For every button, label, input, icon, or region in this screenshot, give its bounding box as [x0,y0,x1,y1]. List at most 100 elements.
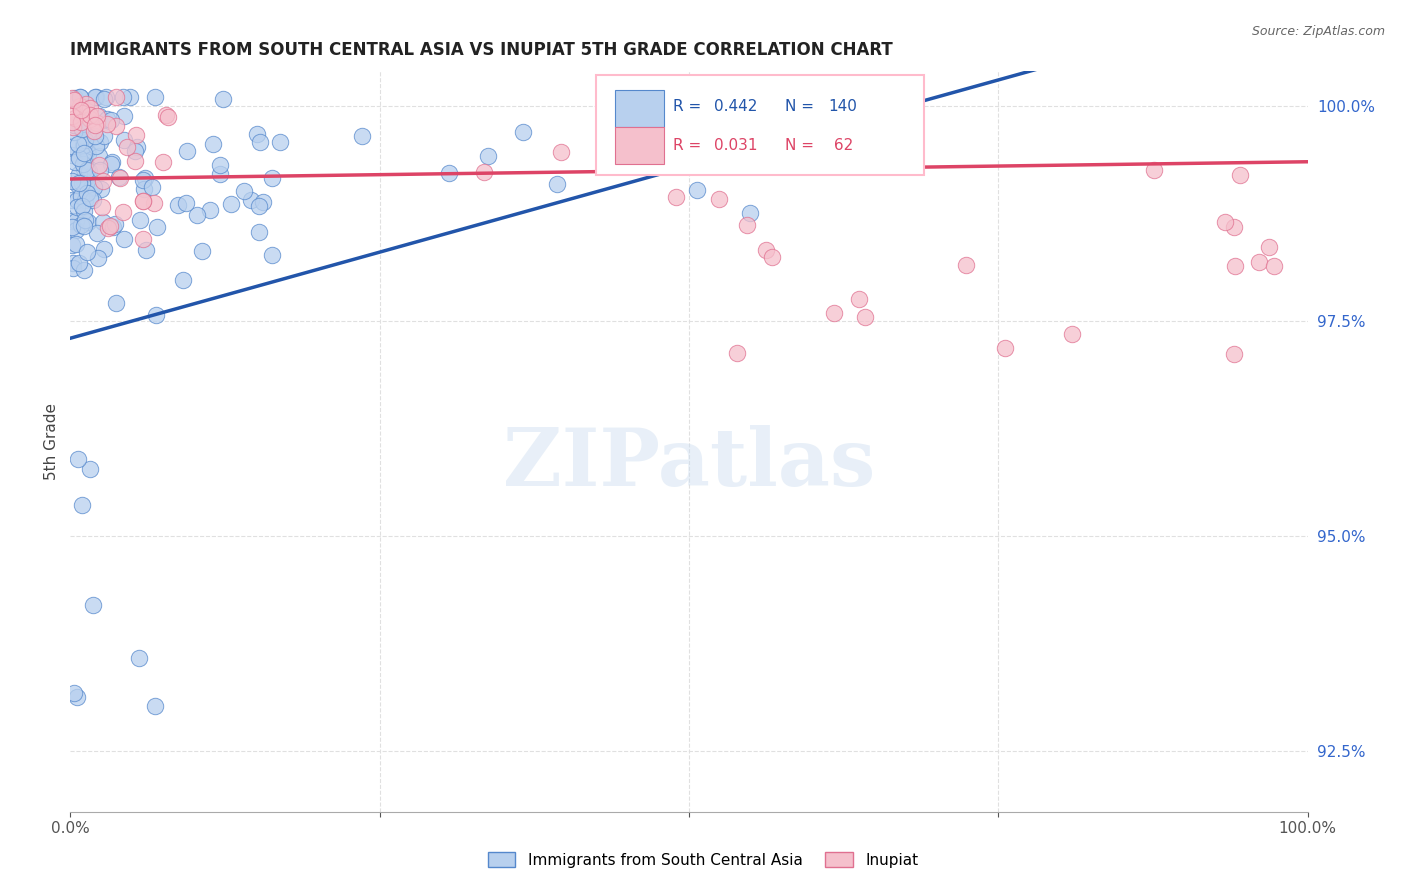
Point [246,127,269,141]
Point [115,140,138,154]
Point [60,213,83,227]
Point [108,170,131,185]
Point [76,214,98,228]
Point [79,462,101,476]
Point [72,122,94,136]
Point [131,232,153,246]
Point [73,263,96,277]
Point [143,698,166,713]
Point [104,119,127,133]
Point [62,260,84,275]
Point [93,128,115,143]
Point [1263,259,1285,273]
Point [143,195,166,210]
Point [65,111,87,125]
Point [73,145,96,160]
Point [67,151,90,165]
Point [72,219,94,233]
Text: N =: N = [786,99,820,114]
Point [352,129,374,144]
Point [91,174,114,188]
Point [69,120,91,134]
Point [94,90,117,104]
Point [152,154,174,169]
Point [67,176,90,190]
Point [67,256,90,270]
Point [103,219,125,234]
Point [132,194,155,208]
Text: 62: 62 [828,138,853,153]
Point [72,157,94,171]
Point [62,256,84,270]
Point [145,220,167,235]
Point [67,137,90,152]
Point [79,191,101,205]
Point [202,137,225,152]
Point [652,90,675,104]
Point [97,221,120,235]
Point [75,96,97,111]
Point [60,115,83,129]
Point [1257,240,1279,254]
Point [66,193,89,207]
Point [63,93,86,107]
Point [172,272,194,286]
Point [143,90,166,104]
Point [76,163,98,178]
Point [87,148,110,162]
Point [89,163,111,178]
Point [761,250,783,264]
Point [1229,168,1251,182]
Point [735,219,758,233]
Point [828,93,851,107]
Point [86,109,108,123]
Point [219,197,242,211]
Point [70,115,93,129]
Point [60,91,83,105]
Point [112,133,135,147]
Point [101,155,124,169]
Point [108,170,131,185]
Point [124,154,146,169]
Point [73,204,96,219]
Point [75,102,97,116]
Point [79,112,101,127]
Point [100,113,122,128]
Point [69,218,91,232]
Point [112,109,135,123]
Point [550,145,572,159]
Point [77,164,100,178]
Point [73,154,96,169]
Point [112,232,135,246]
Point [73,174,96,188]
Point [853,310,876,324]
Point [82,194,104,208]
Text: IMMIGRANTS FROM SOUTH CENTRAL ASIA VS INUPIAT 5TH GRADE CORRELATION CHART: IMMIGRANTS FROM SOUTH CENTRAL ASIA VS IN… [70,41,893,59]
Point [823,306,845,320]
Point [69,99,91,113]
Point [132,173,155,187]
Point [93,92,115,106]
Point [72,137,94,152]
Point [128,213,150,227]
Point [131,194,153,208]
Point [100,156,122,170]
Point [547,177,569,191]
Point [73,212,96,227]
Point [709,192,731,206]
Point [155,108,177,122]
Point [87,251,110,265]
Point [955,258,977,272]
Point [67,167,90,181]
Text: N =: N = [786,138,820,153]
Point [69,90,91,104]
Point [1223,220,1246,235]
Point [65,214,87,228]
Point [239,193,262,207]
Point [87,109,110,123]
Point [91,201,114,215]
Point [104,90,127,104]
Point [62,125,84,139]
Point [60,148,83,162]
Point [76,245,98,260]
